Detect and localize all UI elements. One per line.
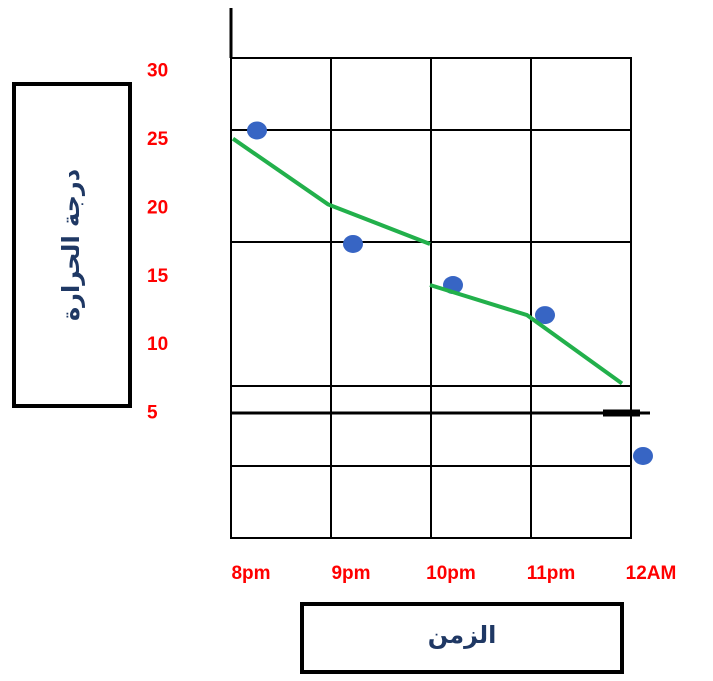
x-tick-label: 12AM [626, 563, 677, 584]
data-point [633, 446, 653, 465]
y-tick-label: 30 [147, 61, 168, 82]
y-axis-title: درجة الحرارة [57, 169, 85, 321]
x-tick-label: 8pm [231, 563, 270, 584]
x-tick-label: 10pm [426, 563, 476, 584]
y-tick-label: 15 [147, 266, 169, 287]
y-tick-label: 5 [147, 403, 158, 424]
data-point [343, 234, 363, 253]
x-title-box [300, 602, 624, 674]
data-point [535, 306, 555, 325]
x-axis-title: الزمن [428, 621, 497, 649]
y-tick-label: 20 [147, 197, 168, 218]
y-title-box [12, 82, 132, 408]
x-tick-label: 9pm [331, 563, 370, 584]
data-point [247, 121, 267, 140]
x-tick-label: 11pm [527, 563, 576, 584]
y-tick-label: 25 [147, 129, 169, 150]
trend-line [231, 137, 624, 386]
y-tick-label: 10 [147, 334, 168, 355]
